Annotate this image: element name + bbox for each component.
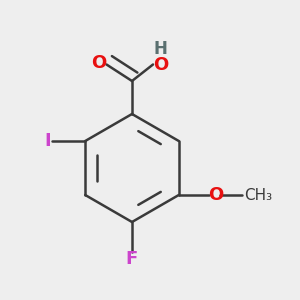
Text: O: O xyxy=(208,186,223,204)
Text: O: O xyxy=(153,56,168,74)
Text: I: I xyxy=(44,132,51,150)
Text: CH₃: CH₃ xyxy=(244,188,272,202)
Text: H: H xyxy=(154,40,167,58)
Text: O: O xyxy=(92,54,106,72)
Text: F: F xyxy=(126,250,138,268)
